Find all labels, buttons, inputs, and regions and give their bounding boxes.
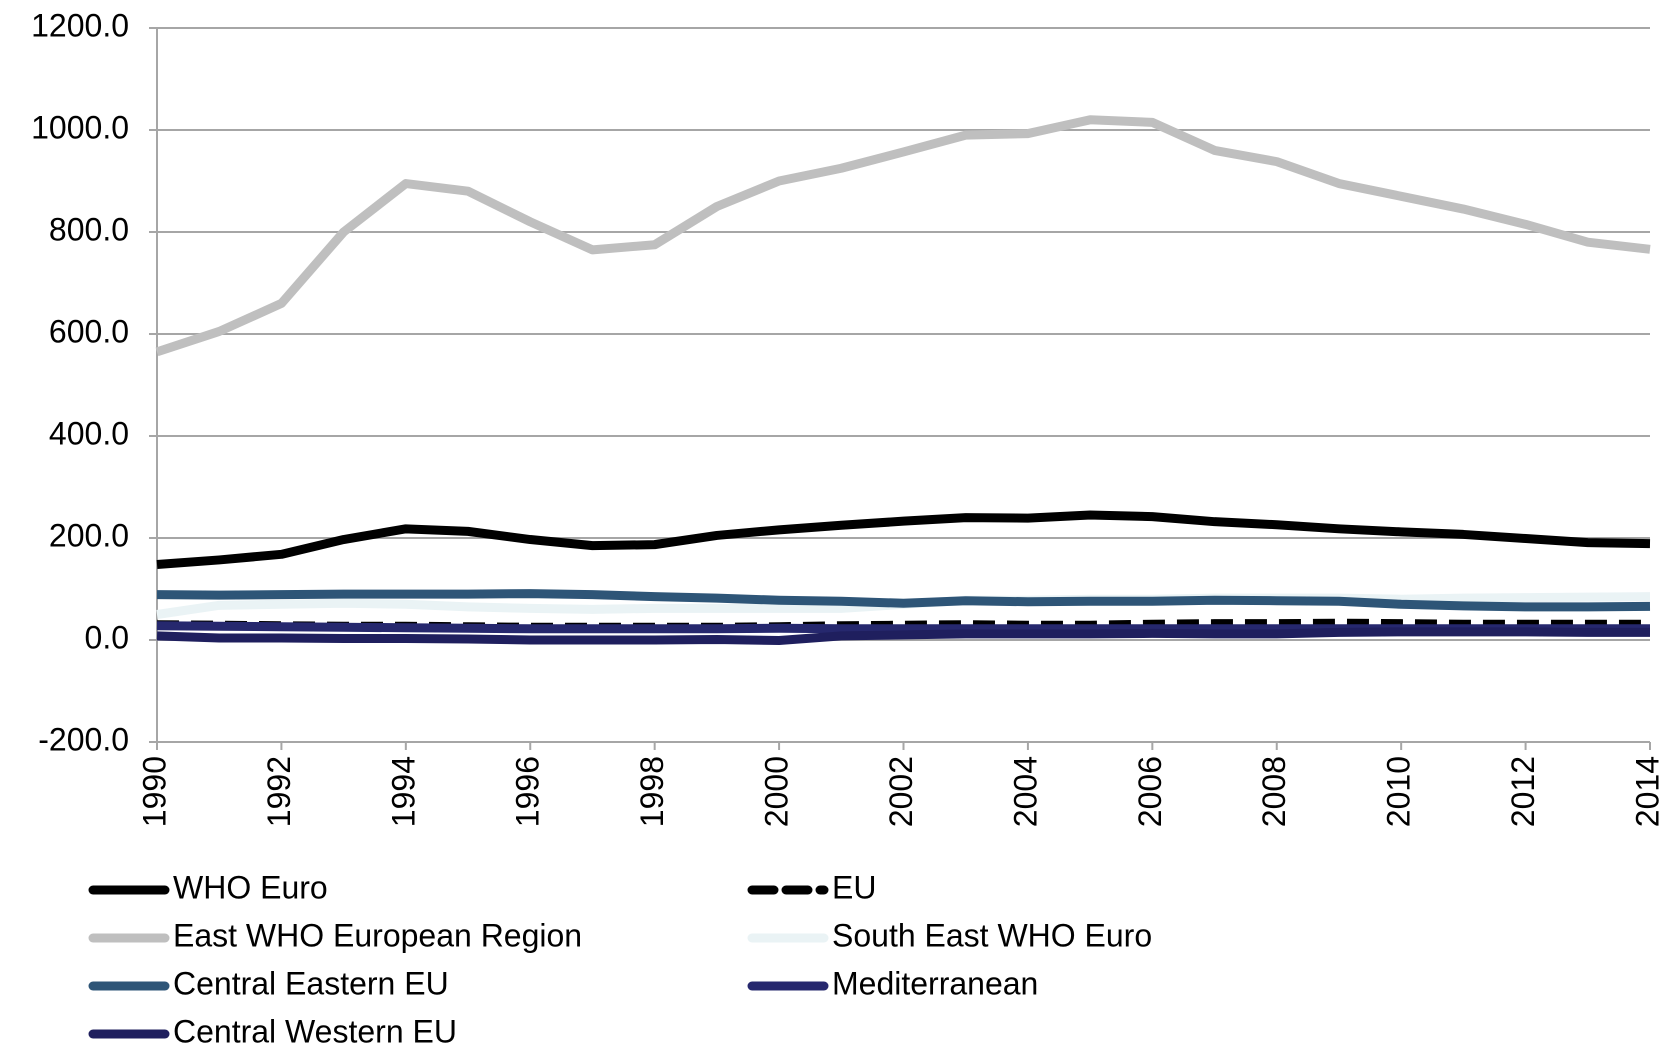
x-tick-label: 2002 bbox=[883, 756, 919, 827]
x-tick-label: 1994 bbox=[385, 756, 421, 827]
x-tick-label: 2008 bbox=[1256, 756, 1292, 827]
y-tick-label: 800.0 bbox=[49, 211, 129, 247]
legend-label: Central Western EU bbox=[173, 1013, 457, 1049]
x-tick-label: 2006 bbox=[1132, 756, 1168, 827]
x-tick-label: 1990 bbox=[136, 756, 172, 827]
legend-label: EU bbox=[832, 869, 876, 905]
x-tick-label: 1996 bbox=[510, 756, 546, 827]
legend-label: Mediterranean bbox=[832, 965, 1038, 1001]
x-tick-label: 1998 bbox=[634, 756, 670, 827]
x-tick-label: 1992 bbox=[261, 756, 297, 827]
y-tick-label: 600.0 bbox=[49, 313, 129, 349]
legend-label: Central Eastern EU bbox=[173, 965, 449, 1001]
x-tick-label: 2014 bbox=[1629, 756, 1665, 827]
series-line bbox=[155, 115, 1651, 357]
x-tick-label: 2000 bbox=[759, 756, 795, 827]
legend-label: WHO Euro bbox=[173, 869, 328, 905]
y-tick-label: 200.0 bbox=[49, 517, 129, 553]
y-tick-label: -200.0 bbox=[38, 721, 129, 757]
y-tick-label: 400.0 bbox=[49, 415, 129, 451]
x-tick-label: 2010 bbox=[1381, 756, 1417, 827]
series-line bbox=[156, 627, 1650, 646]
y-tick-label: 0.0 bbox=[85, 619, 129, 655]
y-tick-label: 1200.0 bbox=[31, 7, 129, 43]
x-tick-label: 2004 bbox=[1007, 756, 1043, 827]
series-line bbox=[156, 589, 1651, 612]
legend-label: East WHO European Region bbox=[173, 917, 582, 953]
series-line bbox=[156, 510, 1651, 570]
legend-label: South East WHO Euro bbox=[832, 917, 1152, 953]
y-tick-label: 1000.0 bbox=[31, 109, 129, 145]
x-tick-label: 2012 bbox=[1505, 756, 1541, 827]
